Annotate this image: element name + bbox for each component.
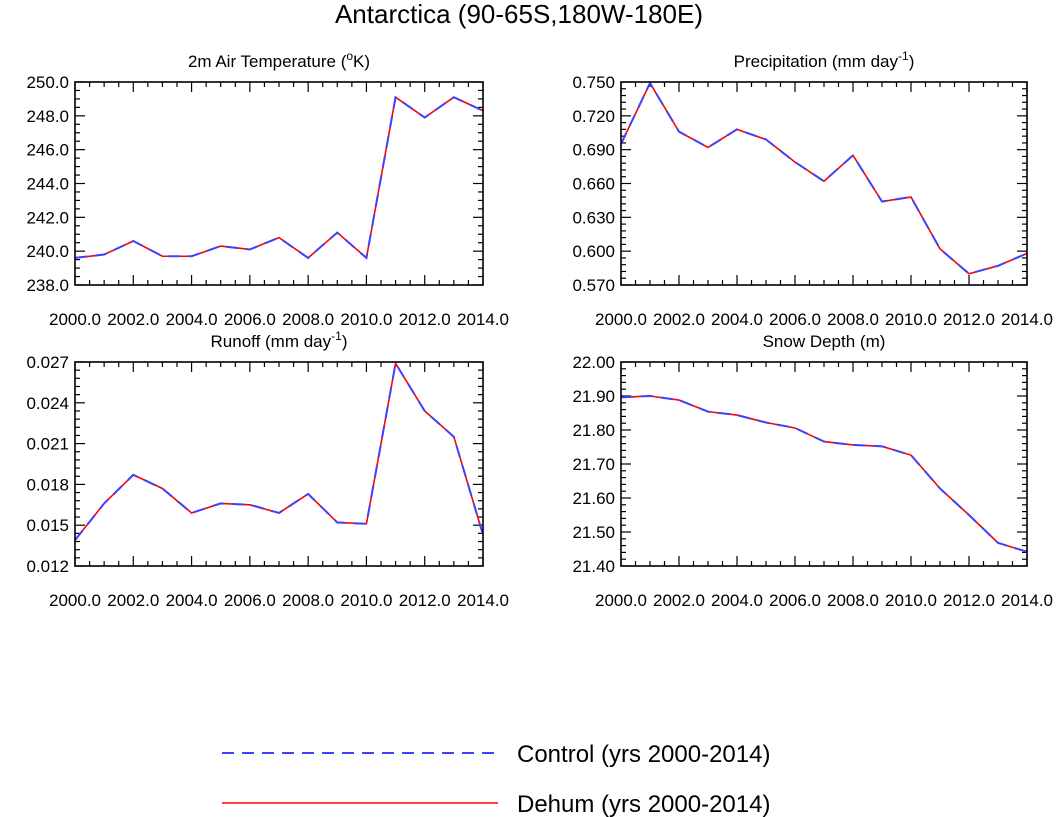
series-dehum-line <box>620 81 1028 275</box>
x-tick-label: 2000.0 <box>595 591 647 610</box>
y-tick-label: 21.80 <box>572 421 615 440</box>
x-tick-label: 2012.0 <box>399 310 451 329</box>
x-tick-label: 2012.0 <box>943 591 995 610</box>
x-tick-label: 2008.0 <box>282 591 334 610</box>
panel-title-sup: o <box>346 49 353 63</box>
panel-title-sup: -1 <box>898 49 909 63</box>
plot-frame <box>620 81 1028 286</box>
x-tick-label: 2006.0 <box>224 591 276 610</box>
y-tick-label: 246.0 <box>26 141 69 160</box>
y-tick-label: 21.40 <box>572 557 615 576</box>
x-tick-label: 2000.0 <box>49 310 101 329</box>
y-tick-label: 0.570 <box>572 276 615 295</box>
x-tick-label: 2004.0 <box>711 310 763 329</box>
y-tick-label: 0.600 <box>572 242 615 261</box>
x-tick-label: 2014.0 <box>1001 310 1053 329</box>
series-dehum-line <box>620 395 1028 553</box>
series-control-line <box>74 360 484 541</box>
y-tick-label: 22.00 <box>572 353 615 372</box>
y-tick-label: 250.0 <box>26 73 69 92</box>
x-tick-label: 2010.0 <box>340 310 392 329</box>
legend-control-label: Control (yrs 2000-2014) <box>517 741 770 768</box>
y-tick-label: 244.0 <box>26 175 69 194</box>
x-tick-label: 2004.0 <box>166 591 218 610</box>
x-tick-label: 2008.0 <box>827 310 879 329</box>
y-tick-label: 248.0 <box>26 107 69 126</box>
panel-snow-depth: Snow Depth (m) 21.40 21.50 21.60 21.70 21.80 2… <box>572 332 1053 610</box>
y-tick-label: 0.750 <box>572 73 615 92</box>
x-tick-label: 2006.0 <box>769 310 821 329</box>
x-tick-label: 2002.0 <box>653 591 705 610</box>
plot-frame <box>620 361 1028 567</box>
panel-title-sup: -1 <box>331 329 342 343</box>
panel-precipitation: Precipitation (mm day-1) 0.570 0.600 0.630 0… <box>572 49 1053 329</box>
x-tick-label: 2012.0 <box>943 310 995 329</box>
x-tick-label: 2010.0 <box>885 591 937 610</box>
plot-frame <box>74 361 484 567</box>
panel-title-main: 2m Air Temperature ( <box>188 52 347 71</box>
series-control-line <box>74 95 484 260</box>
panel-title-end: ) <box>342 332 348 351</box>
x-tick-label: 2008.0 <box>827 591 879 610</box>
y-tick-label: 0.018 <box>26 475 69 494</box>
panel-temperature: 2m Air Temperature (oK) 238.0 240.0 242.0 24… <box>26 49 509 329</box>
x-tick-label: 2002.0 <box>653 310 705 329</box>
y-tick-label: 0.630 <box>572 208 615 227</box>
panel-runoff: Runoff (mm day-1) 0.012 0.015 0.018 0.021 0.0… <box>26 329 509 610</box>
figure-title: Antarctica (90-65S,180W-180E) <box>335 0 703 29</box>
panel-title-main: Precipitation (mm day <box>734 52 899 71</box>
y-tick-label: 0.012 <box>26 557 69 576</box>
panel-title-end: ) <box>909 52 915 71</box>
y-tick-label: 0.027 <box>26 353 69 372</box>
panel-title: Runoff (mm day-1) <box>211 329 348 351</box>
x-tick-label: 2014.0 <box>1001 591 1053 610</box>
y-tick-label: 238.0 <box>26 276 69 295</box>
y-tick-label: 0.690 <box>572 141 615 160</box>
y-tick-label: 0.021 <box>26 435 69 454</box>
x-tick-label: 2012.0 <box>399 591 451 610</box>
x-tick-label: 2004.0 <box>711 591 763 610</box>
x-tick-label: 2000.0 <box>49 591 101 610</box>
y-tick-label: 0.024 <box>26 394 69 413</box>
panel-title: 2m Air Temperature (oK) <box>188 49 370 71</box>
y-tick-label: 21.70 <box>572 455 615 474</box>
panel-title: Precipitation (mm day-1) <box>734 49 915 71</box>
x-tick-label: 2004.0 <box>166 310 218 329</box>
y-tick-label: 0.660 <box>572 175 615 194</box>
panel-title-end: K) <box>353 52 370 71</box>
y-tick-label: 21.50 <box>572 523 615 542</box>
y-tick-label: 242.0 <box>26 208 69 227</box>
legend: Control (yrs 2000-2014) Dehum (yrs 2000-… <box>222 741 770 817</box>
x-tick-label: 2014.0 <box>457 310 509 329</box>
y-tick-label: 21.90 <box>572 387 615 406</box>
x-tick-label: 2002.0 <box>107 591 159 610</box>
legend-dehum-label: Dehum (yrs 2000-2014) <box>517 791 770 817</box>
series-dehum-line <box>74 95 484 260</box>
series-control-line <box>620 81 1028 275</box>
plot-frame <box>74 81 484 286</box>
series-control-line <box>620 394 1028 553</box>
panels: 2m Air Temperature (oK) 238.0 240.0 242.0 24… <box>26 49 1053 610</box>
x-tick-label: 2014.0 <box>457 591 509 610</box>
y-tick-label: 21.60 <box>572 489 615 508</box>
panel-title-main: Snow Depth (m) <box>763 332 886 351</box>
y-tick-label: 0.720 <box>572 107 615 126</box>
y-tick-label: 240.0 <box>26 242 69 261</box>
x-tick-label: 2002.0 <box>107 310 159 329</box>
panel-title-main: Runoff (mm day <box>211 332 332 351</box>
x-tick-label: 2010.0 <box>885 310 937 329</box>
x-tick-label: 2008.0 <box>282 310 334 329</box>
y-tick-label: 0.015 <box>26 516 69 535</box>
x-tick-label: 2006.0 <box>224 310 276 329</box>
x-tick-label: 2006.0 <box>769 591 821 610</box>
x-tick-label: 2010.0 <box>340 591 392 610</box>
panel-title: Snow Depth (m) <box>763 332 886 351</box>
x-tick-label: 2000.0 <box>595 310 647 329</box>
